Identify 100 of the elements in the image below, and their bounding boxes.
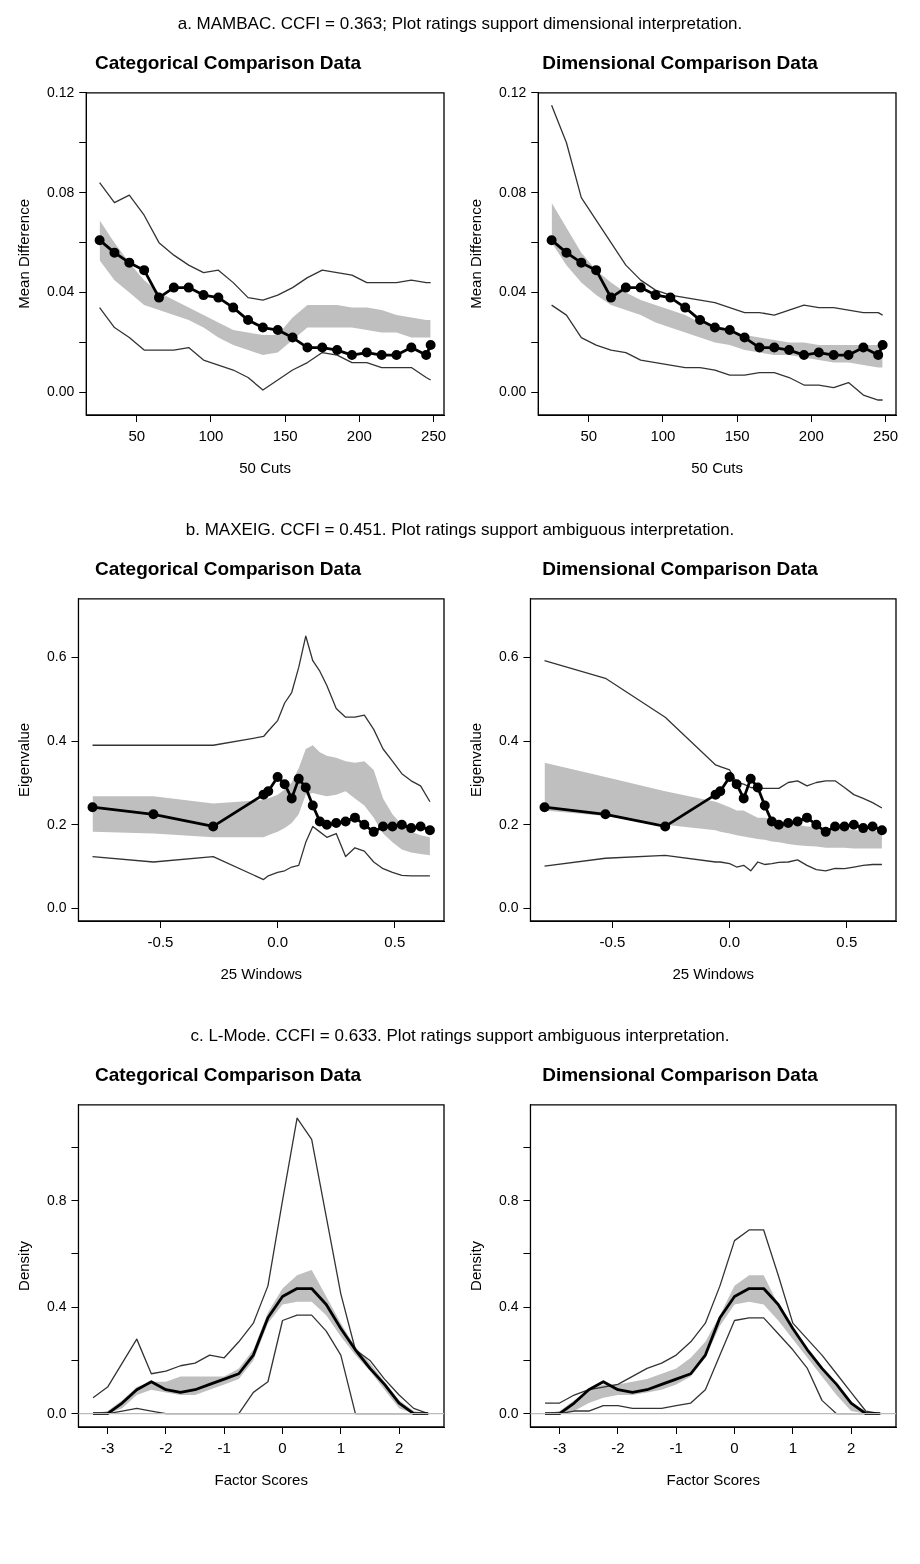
y-tick-label: 0.2	[46, 815, 67, 832]
x-axis-title: 25 Windows	[672, 965, 755, 983]
point	[680, 302, 691, 313]
point	[94, 235, 105, 246]
point	[257, 322, 268, 333]
point	[576, 257, 587, 268]
x-tick-label: 100	[650, 427, 676, 445]
point	[368, 826, 379, 837]
point	[213, 292, 224, 303]
y-tick-label: 0.4	[46, 1298, 67, 1315]
y-tick-label: 0.0	[498, 899, 519, 916]
x-tick-label: 0	[278, 1439, 287, 1457]
point	[109, 247, 120, 258]
point	[198, 290, 209, 301]
point	[243, 315, 254, 326]
point	[124, 257, 135, 268]
y-axis-title: Density	[15, 1240, 33, 1291]
point	[848, 819, 859, 830]
x-tick-label: 150	[724, 427, 750, 445]
chart-title: Dimensional Comparison Data	[542, 557, 819, 579]
point	[873, 350, 884, 361]
x-tick-label: 2	[394, 1439, 404, 1457]
y-tick-label: 0.0	[46, 1404, 67, 1421]
point	[792, 816, 803, 827]
point	[153, 292, 164, 303]
point	[650, 290, 661, 301]
point	[286, 793, 297, 804]
y-tick-label: 0.2	[498, 815, 519, 832]
y-tick-label: 0.08	[499, 183, 527, 200]
point	[754, 342, 765, 353]
point	[349, 812, 360, 823]
x-tick-label: 50	[580, 427, 598, 445]
x-tick-label: -0.5	[599, 933, 626, 951]
point	[168, 282, 179, 293]
point	[287, 332, 298, 343]
point	[378, 821, 389, 832]
y-tick-label: 0.04	[47, 283, 75, 300]
point	[314, 816, 325, 827]
y-tick-label: 0.00	[47, 383, 75, 400]
point	[709, 322, 720, 333]
text: c. L-Mode. CCFI = 0.633. Plot ratings support ambiguous interpretation.	[189, 1026, 731, 1046]
point	[828, 350, 839, 361]
chart-title: Categorical Comparison Data	[94, 1063, 362, 1085]
x-tick-label: 200	[798, 427, 824, 445]
point	[272, 325, 283, 336]
point	[739, 332, 750, 343]
y-axis-title: Mean Difference	[15, 199, 33, 309]
point	[332, 345, 343, 356]
chart-title: Categorical Comparison Data	[94, 51, 362, 73]
point	[208, 821, 219, 832]
y-tick-label: 0.4	[498, 1298, 519, 1315]
point	[876, 825, 887, 836]
x-tick-label: 200	[346, 427, 372, 445]
y-tick-label: 0.4	[498, 731, 519, 748]
x-tick-label: 0	[730, 1439, 739, 1457]
x-axis-title: 50 Cuts	[239, 459, 291, 477]
point	[424, 825, 435, 836]
point	[600, 809, 611, 820]
x-tick-label: -1	[669, 1439, 683, 1457]
x-tick-label: -3	[100, 1439, 115, 1457]
point	[731, 779, 742, 790]
x-tick-label: 250	[873, 427, 899, 445]
point	[279, 779, 290, 790]
point	[813, 347, 824, 358]
point	[307, 800, 318, 811]
point	[421, 350, 432, 361]
point	[340, 816, 351, 827]
point	[539, 802, 550, 813]
point	[605, 292, 616, 303]
point	[839, 821, 850, 832]
x-tick-label: 50	[128, 427, 146, 445]
point	[783, 818, 794, 829]
point	[425, 340, 436, 351]
x-tick-label: -1	[217, 1439, 231, 1457]
y-tick-label: 0.0	[46, 899, 67, 916]
x-tick-label: -2	[611, 1439, 625, 1457]
point	[660, 821, 671, 832]
point	[635, 282, 646, 293]
y-tick-label: 0.6	[498, 648, 519, 665]
x-tick-label: 1	[336, 1439, 345, 1457]
point	[858, 342, 869, 353]
x-axis-title: Factor Scores	[666, 1471, 760, 1489]
point	[811, 819, 822, 830]
point	[183, 282, 194, 293]
y-tick-label: 0.00	[499, 383, 527, 400]
point	[724, 772, 735, 783]
point	[769, 342, 780, 353]
point	[272, 772, 283, 783]
x-axis-title: 50 Cuts	[691, 459, 743, 477]
point	[830, 821, 841, 832]
x-tick-label: 2	[846, 1439, 856, 1457]
point	[773, 819, 784, 830]
text: a. MAMBAC. CCFI = 0.363; Plot ratings support dimensional interpretation.	[176, 14, 744, 34]
point	[798, 350, 809, 361]
point	[867, 821, 878, 832]
point	[561, 247, 572, 258]
chart-title: Categorical Comparison Data	[94, 557, 362, 579]
point	[263, 786, 274, 797]
y-axis-title: Density	[467, 1240, 485, 1291]
point	[620, 282, 631, 293]
